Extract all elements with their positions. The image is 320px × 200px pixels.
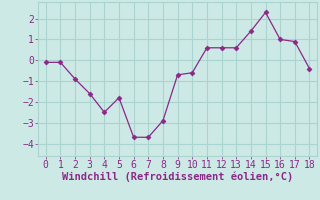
X-axis label: Windchill (Refroidissement éolien,°C): Windchill (Refroidissement éolien,°C) — [62, 172, 293, 182]
